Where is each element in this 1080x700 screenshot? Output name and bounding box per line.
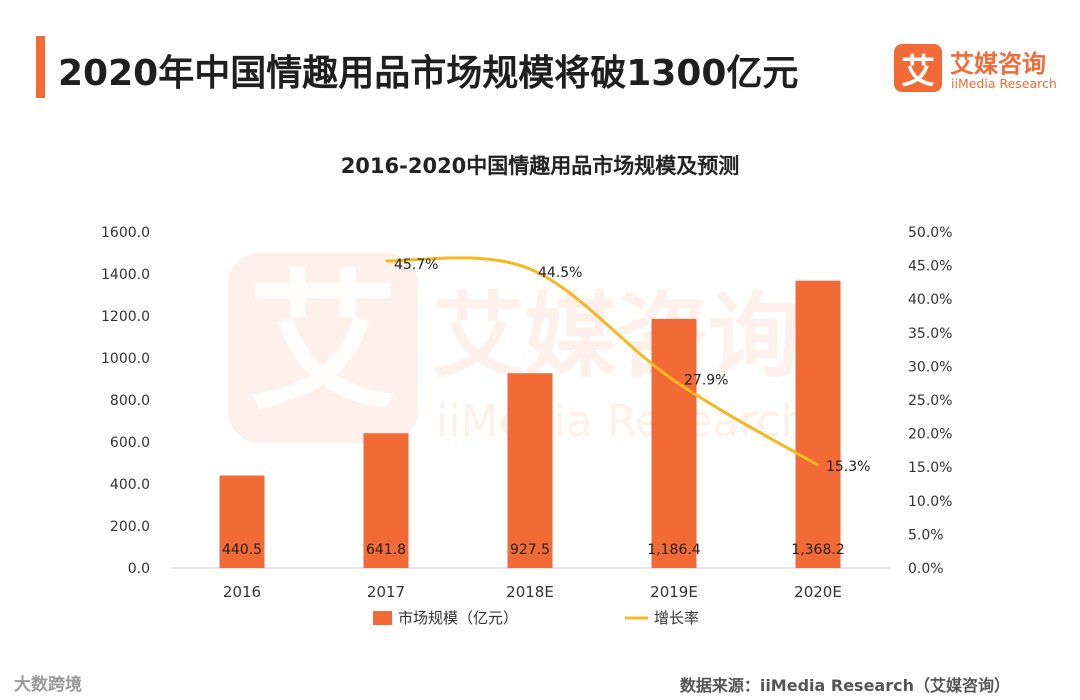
bar-value-label: 927.5 <box>510 542 550 558</box>
right-axis-tick: 5.0% <box>908 527 944 543</box>
line-value-label: 15.3% <box>826 459 870 475</box>
line-value-label: 44.5% <box>538 265 582 281</box>
bar-2018E <box>507 373 553 568</box>
right-axis-tick: 25.0% <box>908 393 952 409</box>
logo-name-cn: 艾媒咨询 <box>950 50 1046 78</box>
chart-title: 2016-2020中国情趣用品市场规模及预测 <box>340 154 740 178</box>
bar-value-label: 1,368.2 <box>791 542 844 558</box>
growth-rate-line <box>385 256 819 467</box>
right-axis-tick: 35.0% <box>908 326 952 342</box>
bar-value-label: 440.5 <box>222 542 262 558</box>
logo-name-en: iiMedia Research <box>951 76 1057 91</box>
left-axis-tick: 0.0 <box>128 561 150 577</box>
bar-value-label: 641.8 <box>366 542 406 558</box>
line-value-label: 27.9% <box>684 373 728 389</box>
x-axis-tick: 2016 <box>223 583 261 601</box>
bar-2020E <box>795 280 841 568</box>
page-title: 2020年中国情趣用品市场规模将破1300亿元 <box>58 53 799 94</box>
watermark-mark: 艾 <box>248 257 398 431</box>
line-value-label: 45.7% <box>394 257 438 273</box>
x-axis-tick: 2017 <box>367 583 405 601</box>
right-axis-tick: 0.0% <box>908 561 944 577</box>
right-axis-tick: 40.0% <box>908 292 952 308</box>
watermark-box <box>228 253 418 443</box>
watermark-name-en: iiMedia Research <box>436 396 808 447</box>
title-accent-bar <box>36 36 45 98</box>
bar-2016 <box>219 475 265 568</box>
right-axis-tick: 15.0% <box>908 460 952 476</box>
left-axis-tick: 1200.0 <box>101 309 150 325</box>
legend-label-bar: 市场规模（亿元） <box>398 609 518 627</box>
corner-watermark: 大数跨境 <box>14 675 82 695</box>
bar-2017 <box>363 433 409 568</box>
bar-2019E <box>651 318 697 568</box>
brand-logo: 艾 艾媒咨询 iiMedia Research <box>894 44 1057 100</box>
left-axis-tick: 600.0 <box>110 435 150 451</box>
left-axis-tick: 1400.0 <box>101 267 150 283</box>
left-axis-tick: 1600.0 <box>101 225 150 241</box>
left-axis-tick: 1000.0 <box>101 351 150 367</box>
right-axis-tick: 10.0% <box>908 494 952 510</box>
x-axis-tick: 2018E <box>506 583 554 601</box>
left-axis-tick: 200.0 <box>110 519 150 535</box>
data-source: 数据来源：iiMedia Research（艾媒咨询） <box>679 676 1010 695</box>
bar-value-label: 1,186.4 <box>647 542 701 558</box>
right-axis-tick: 45.0% <box>908 259 952 275</box>
x-axis-tick: 2020E <box>794 583 842 601</box>
left-axis-tick: 400.0 <box>110 477 150 493</box>
watermark-name-cn: 艾媒咨询 <box>432 283 800 390</box>
logo-mark: 艾 <box>894 44 942 92</box>
legend-label-line: 增长率 <box>654 609 699 627</box>
right-axis-tick: 50.0% <box>908 225 952 241</box>
left-axis-tick: 800.0 <box>110 393 150 409</box>
x-axis-tick: 2019E <box>650 583 698 601</box>
right-axis-tick: 30.0% <box>908 359 952 375</box>
right-axis-tick: 20.0% <box>908 427 952 443</box>
legend-swatch-bar <box>373 611 392 625</box>
